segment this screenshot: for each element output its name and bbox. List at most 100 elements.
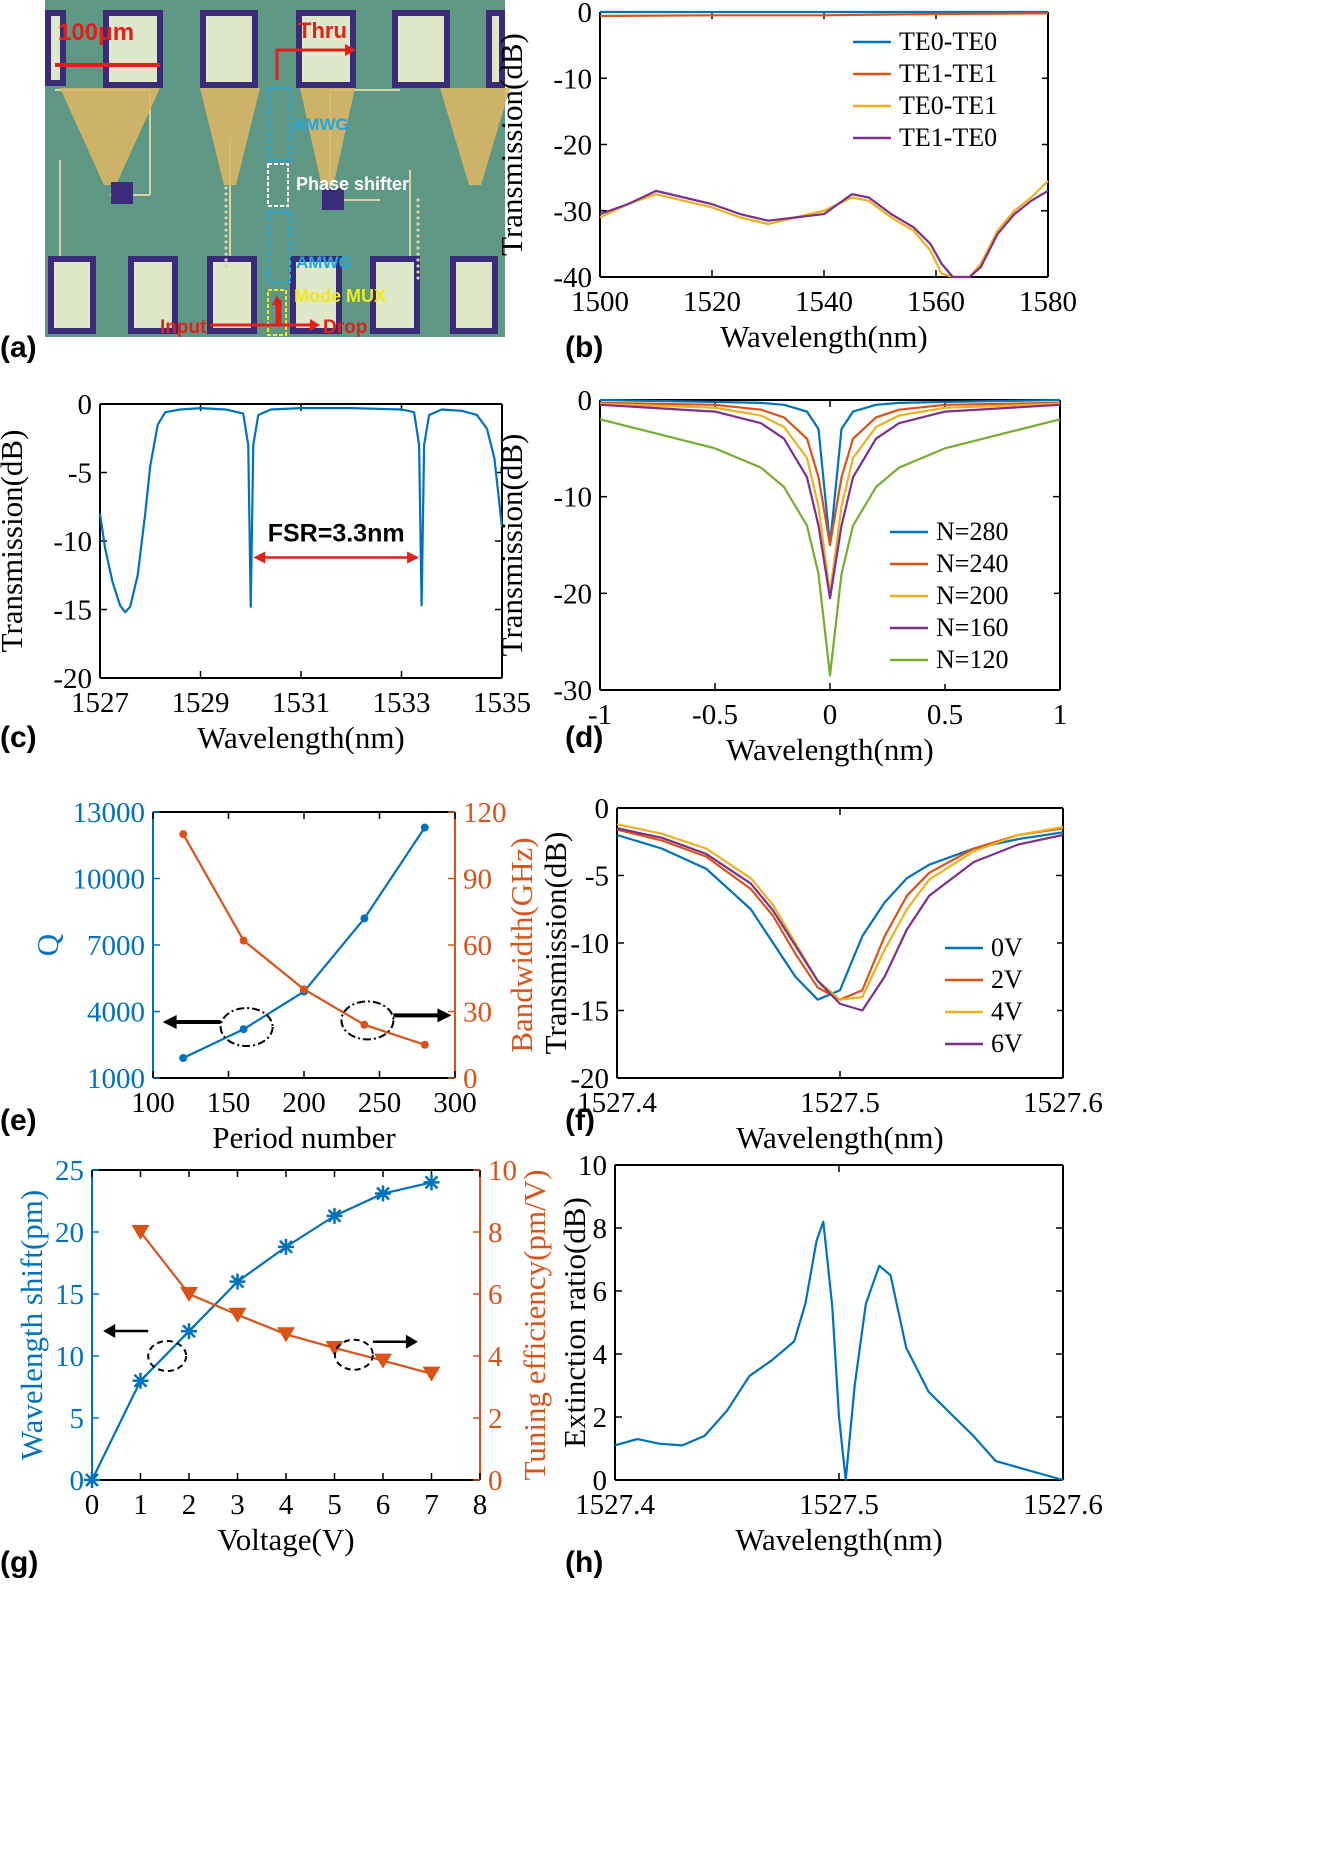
- data-point-asterisk: [326, 1207, 343, 1224]
- x-tick-label: 7: [424, 1489, 439, 1521]
- grating-dot: [224, 204, 228, 208]
- x-tick-label: 150: [207, 1087, 251, 1119]
- drop-arrow: [278, 300, 310, 327]
- grating-dot: [224, 252, 228, 256]
- legend-box: [884, 518, 1054, 684]
- pad: [492, 16, 499, 82]
- x-tick-label: 0: [823, 699, 838, 731]
- data-point-asterisk: [229, 1273, 246, 1290]
- data-point-asterisk: [181, 1323, 197, 1340]
- x-axis-label: Period number: [212, 1120, 396, 1155]
- y-tick-label: 0: [70, 1465, 85, 1497]
- y-tick-label: 0: [578, 0, 593, 29]
- pad: [206, 16, 252, 82]
- pad: [398, 16, 444, 82]
- x-tick-label: 3: [230, 1489, 245, 1521]
- y-tick-label: -10: [553, 482, 592, 514]
- grating-dot: [224, 228, 228, 232]
- y-tick-label: 4: [593, 1339, 608, 1371]
- series-line-n-160: [599, 403, 1061, 600]
- panel-label: (c): [0, 721, 37, 754]
- x-tick-label: 2: [182, 1489, 197, 1521]
- chart-f: 1527.4 1527.5 1527.6 0 -5 -10 -15 -20 Wavelength…: [538, 793, 1103, 1155]
- series-line-6v: [616, 827, 1064, 1012]
- legend-label: 4V: [991, 997, 1023, 1026]
- grating-dot: [224, 198, 228, 202]
- series-line-te1-te1: [599, 12, 1049, 18]
- x-tick-label: 1: [1053, 699, 1068, 731]
- y-axis-label: Extinction ratio(dB): [557, 1197, 592, 1448]
- x-tick-label: 1535: [473, 687, 531, 719]
- grating-dot: [416, 240, 420, 244]
- via-square: [322, 188, 344, 210]
- y-tick-label: 10: [578, 1150, 607, 1182]
- micrograph-panel-a: 100μm Thru AMWG Phase shifter AMWG Mode MUX In…: [45, 0, 510, 338]
- grating-dot: [416, 252, 420, 256]
- x-tick-label: 1527.4: [575, 1489, 655, 1521]
- data-point: [300, 985, 308, 994]
- grating-dot: [416, 228, 420, 232]
- data-point-triangle: [131, 1225, 150, 1240]
- y-tick-label: 0: [578, 385, 593, 417]
- y2-tick-label: 8: [488, 1217, 503, 1249]
- y-axis-label: Transmission(dB): [538, 832, 573, 1055]
- y-axis-label: Q: [30, 934, 65, 956]
- grating-dot: [416, 210, 420, 214]
- y2-tick-label: 10: [488, 1155, 517, 1187]
- y-tick-label: 0: [78, 389, 93, 421]
- chart-d: -1 -0.5 0 0.5 1 0 -10 -20 -30 Wavelength(nm) Trans…: [494, 385, 1067, 767]
- panel-label: (h): [565, 1546, 603, 1579]
- legend-label: 2V: [991, 965, 1023, 994]
- x-tick-label: 1540: [795, 286, 853, 318]
- data-point-triangle: [180, 1287, 198, 1302]
- y-tick-label: -15: [570, 996, 609, 1028]
- x-tick-label: 5: [327, 1489, 342, 1521]
- data-point-asterisk: [375, 1185, 391, 1202]
- amwg-box-top: [267, 87, 291, 161]
- heater-taper: [300, 88, 355, 185]
- legend-label: N=240: [936, 549, 1008, 578]
- data-point: [420, 1040, 429, 1049]
- input-label: Input: [160, 317, 207, 338]
- x-axis-label: Wavelength(nm): [197, 720, 405, 755]
- data-point-asterisk: [132, 1372, 149, 1389]
- grating-dot: [224, 264, 228, 268]
- x-tick-label: 1527.5: [800, 1087, 880, 1119]
- y-tick-label: 0: [595, 793, 610, 825]
- chart-b: 1500 1520 1540 1560 1580 0 -10 -20 -30 -40 Wavelen…: [494, 0, 1077, 354]
- fsr-annotation: FSR=3.3nm: [268, 519, 405, 547]
- data-point: [360, 1020, 369, 1029]
- y-tick-label: 10000: [73, 864, 146, 896]
- x-axis-label: Wavelength(nm): [736, 1120, 944, 1155]
- arrowhead-icon: [310, 319, 320, 331]
- x-tick-label: 8: [473, 1489, 488, 1521]
- x-axis-label: Wavelength(nm): [720, 319, 928, 354]
- arrowhead-icon: [345, 44, 356, 56]
- data-point: [360, 914, 369, 923]
- y-tick-label: 6: [593, 1276, 608, 1308]
- x-axis-label: Voltage(V): [217, 1522, 354, 1557]
- arrow-right-icon: [405, 1334, 418, 1349]
- grating-dot: [416, 276, 420, 280]
- y-tick-label: -10: [553, 63, 592, 95]
- legend-label: N=280: [936, 517, 1008, 546]
- grating-dot: [224, 258, 228, 262]
- panel-label: (b): [565, 331, 603, 364]
- data-point: [179, 830, 188, 839]
- y-tick-label: -20: [553, 130, 592, 162]
- amwg-label-bottom: AMWG: [296, 253, 352, 272]
- amwg-label-top: AMWG: [293, 115, 349, 134]
- legend-label: N=120: [936, 645, 1008, 674]
- y-tick-label: -40: [553, 262, 592, 294]
- data-point-triangle: [422, 1366, 441, 1382]
- legend-label: 6V: [991, 1029, 1023, 1058]
- y2-tick-label: 120: [463, 797, 507, 829]
- x-tick-label: 1527.6: [1023, 1087, 1103, 1119]
- legend-label: TE1-TE1: [899, 59, 997, 88]
- y-tick-label: -20: [53, 663, 92, 695]
- y-tick-label: -30: [553, 196, 592, 228]
- pad: [376, 262, 414, 328]
- thru-arrow: [275, 48, 345, 80]
- panel-label: (a): [0, 331, 37, 364]
- y2-tick-label: 4: [488, 1341, 503, 1373]
